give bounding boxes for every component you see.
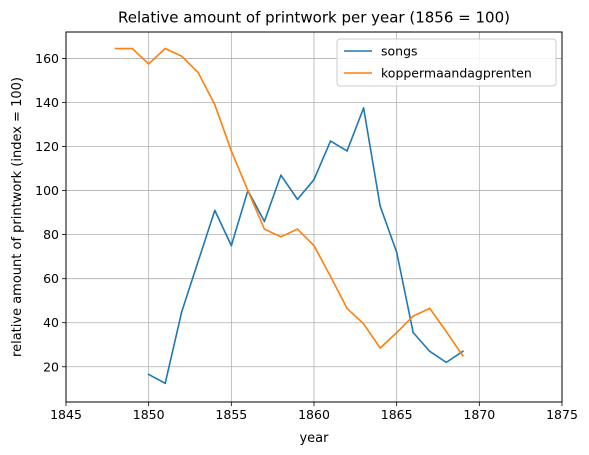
x-axis-label: year [299, 431, 329, 446]
data-point-koppermaandagprenten [362, 323, 365, 325]
y-tick-label: 140 [35, 95, 59, 110]
data-point-koppermaandagprenten [197, 71, 200, 74]
data-point-koppermaandagprenten [180, 55, 183, 58]
data-point-koppermaandagprenten [214, 103, 216, 106]
data-point-songs [164, 382, 166, 385]
data-point-koppermaandagprenten [428, 307, 431, 310]
y-axis-label: relative amount of printwork (index = 10… [10, 77, 25, 357]
data-point-songs [197, 260, 200, 262]
data-point-koppermaandagprenten [131, 47, 133, 50]
y-tick-label: 160 [35, 51, 59, 66]
data-point-songs [180, 310, 183, 313]
data-point-koppermaandagprenten [263, 228, 266, 230]
series-line-koppermaandagprenten [114, 47, 464, 357]
x-tick-label: 1850 [133, 407, 165, 422]
grid [66, 32, 562, 402]
ticks: 1845 1850 1855 1860 1865 1870 1875 20 40 60 80 100 1… [35, 51, 578, 422]
data-point-koppermaandagprenten [164, 47, 166, 50]
data-point-koppermaandagprenten [280, 236, 282, 238]
y-tick-label: 40 [43, 315, 59, 330]
y-tick-label: 20 [43, 359, 59, 374]
data-point-songs [445, 361, 448, 364]
legend-label-songs: songs [381, 44, 418, 59]
y-tick-label: 120 [35, 139, 59, 154]
series-layer [114, 47, 464, 385]
data-point-songs [230, 244, 233, 247]
legend-box [336, 38, 557, 87]
data-point-songs [462, 350, 464, 353]
y-tick-label: 60 [43, 271, 59, 286]
data-point-songs [313, 178, 315, 181]
data-point-songs [280, 174, 282, 176]
data-point-koppermaandagprenten [296, 228, 299, 230]
data-point-songs [346, 150, 348, 152]
data-point-songs [428, 350, 431, 353]
chart-title: Relative amount of printwork per year (1… [118, 9, 510, 27]
data-point-songs [214, 209, 216, 212]
x-tick-label: 1875 [546, 407, 578, 422]
legend-label-koppermaandagprenten: koppermaandagprenten [381, 66, 532, 81]
data-point-koppermaandagprenten [313, 244, 315, 247]
data-point-koppermaandagprenten [395, 331, 398, 334]
data-point-koppermaandagprenten [462, 354, 464, 357]
x-tick-label: 1865 [381, 407, 413, 422]
y-tick-label: 100 [35, 183, 59, 198]
data-point-koppermaandagprenten [114, 47, 117, 50]
x-tick-label: 1845 [50, 407, 82, 422]
data-point-songs [329, 140, 332, 142]
data-point-songs [412, 331, 415, 334]
data-point-koppermaandagprenten [412, 315, 415, 317]
x-tick-label: 1860 [298, 407, 330, 422]
data-point-koppermaandagprenten [379, 347, 381, 349]
data-point-songs [395, 251, 398, 254]
data-point-songs [379, 205, 381, 207]
data-point-koppermaandagprenten [230, 150, 233, 152]
data-point-koppermaandagprenten [247, 189, 249, 192]
data-point-songs [147, 373, 150, 376]
data-point-songs [362, 107, 365, 109]
x-tick-label: 1855 [215, 407, 247, 422]
data-point-koppermaandagprenten [147, 63, 150, 65]
legend: songs koppermaandagprenten [336, 38, 557, 87]
data-point-songs [296, 198, 299, 201]
data-point-koppermaandagprenten [445, 330, 448, 333]
series-line-songs [147, 107, 464, 385]
x-tick-label: 1870 [463, 407, 495, 422]
data-point-koppermaandagprenten [329, 275, 332, 278]
data-point-songs [263, 220, 266, 223]
data-point-koppermaandagprenten [346, 307, 348, 310]
y-tick-label: 80 [43, 227, 59, 242]
